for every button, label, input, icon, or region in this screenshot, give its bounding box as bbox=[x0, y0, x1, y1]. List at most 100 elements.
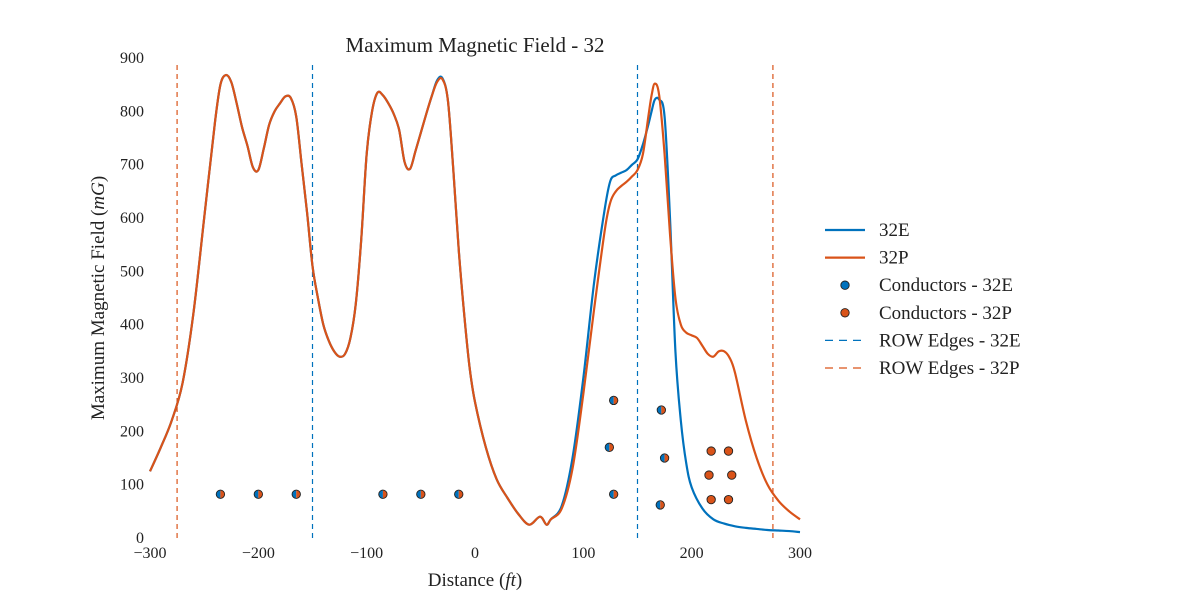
conductor-32e-half bbox=[292, 490, 297, 499]
conductor-outline bbox=[659, 453, 670, 463]
conductor-32p-half bbox=[420, 490, 426, 499]
y-tick-label: 200 bbox=[120, 423, 144, 440]
legend-dot-swatch bbox=[840, 280, 850, 290]
conductor-marker-shared bbox=[253, 489, 263, 499]
conductor-32e-half bbox=[605, 443, 610, 452]
x-axis-label: Distance (ft) bbox=[428, 570, 522, 591]
series-line-32p bbox=[148, 73, 801, 526]
conductor-32e-half bbox=[416, 490, 421, 499]
conductor-outline bbox=[291, 489, 301, 499]
y-axis-label-prefix: Maximum Magnetic Field bbox=[88, 216, 109, 420]
conductor-marker-shared bbox=[215, 489, 226, 499]
legend-label: Conductors - 32E bbox=[879, 275, 1013, 296]
series-lines-group bbox=[148, 73, 801, 534]
x-tick-label: −300 bbox=[133, 545, 166, 562]
conductor-outline bbox=[609, 489, 619, 499]
conductor-outline bbox=[378, 489, 388, 499]
conductor-marker-32p bbox=[704, 470, 714, 480]
conductor-marker-shared bbox=[609, 489, 619, 499]
legend-label: Conductors - 32P bbox=[879, 303, 1012, 324]
conductor-marker-shared bbox=[656, 405, 666, 415]
conductor-marker-32p bbox=[723, 494, 734, 505]
y-tick-label: 800 bbox=[120, 103, 144, 120]
conductor-marker-shared bbox=[378, 489, 388, 499]
x-tick-label: 300 bbox=[788, 545, 812, 562]
legend-label: 32E bbox=[879, 220, 910, 241]
x-tick-label: −200 bbox=[242, 545, 275, 562]
conductor-outline bbox=[215, 489, 226, 499]
conductor-32e-half bbox=[254, 490, 259, 499]
conductor-outline bbox=[655, 500, 665, 510]
legend-item: Conductors - 32P bbox=[840, 303, 1012, 324]
legend-item: 32E bbox=[825, 220, 910, 241]
legend-item: Conductors - 32E bbox=[840, 275, 1013, 296]
conductor-marker-shared bbox=[416, 489, 426, 499]
legend-item: ROW Edges - 32P bbox=[825, 358, 1020, 379]
x-axis-label-paren-close: ) bbox=[516, 570, 522, 591]
x-axis-label-paren-open: ( bbox=[499, 570, 505, 591]
conductors-group bbox=[215, 395, 737, 510]
y-axis-ticks: 0 100 200 300 400 500 600 700 800 900 bbox=[120, 50, 144, 547]
conductor-marker-32p bbox=[706, 494, 716, 505]
legend-label: 32P bbox=[879, 248, 909, 269]
conductor-32p-half bbox=[382, 490, 388, 499]
conductor-32p-half bbox=[220, 490, 225, 499]
conductor-32p-half bbox=[258, 490, 263, 499]
y-tick-label: 0 bbox=[136, 530, 144, 547]
row-edges-group bbox=[176, 65, 774, 538]
x-tick-label: 0 bbox=[471, 545, 479, 562]
y-tick-label: 300 bbox=[120, 370, 144, 387]
legend-dot-swatch bbox=[840, 308, 850, 318]
y-axis-label-paren-close: ) bbox=[88, 176, 109, 182]
conductor-marker-shared bbox=[454, 489, 464, 499]
conductor-32e-half bbox=[454, 490, 459, 499]
x-axis-label-prefix: Distance bbox=[428, 570, 499, 591]
conductor-32p-half bbox=[296, 490, 301, 499]
conductor-outline bbox=[416, 489, 426, 499]
conductor-marker-shared bbox=[604, 442, 614, 452]
y-axis-label-unit: mG bbox=[88, 182, 109, 210]
conductor-marker-shared bbox=[655, 500, 665, 510]
conductor-outline bbox=[656, 405, 666, 415]
conductor-32p-half bbox=[458, 490, 463, 499]
x-axis-label-unit: ft bbox=[505, 570, 516, 591]
y-tick-label: 600 bbox=[120, 210, 144, 227]
conductor-32p-half bbox=[613, 396, 618, 405]
legend-item: ROW Edges - 32E bbox=[825, 330, 1021, 351]
conductor-32p-half bbox=[609, 443, 614, 452]
conductor-outline bbox=[604, 442, 614, 452]
y-tick-label: 900 bbox=[120, 50, 144, 67]
y-tick-label: 400 bbox=[120, 317, 144, 334]
legend: 32E 32P Conductors - 32E Conductors - 32P RO… bbox=[825, 220, 1021, 379]
conductor-marker-32p bbox=[723, 446, 734, 456]
conductor-marker-shared bbox=[609, 395, 619, 406]
y-tick-label: 700 bbox=[120, 157, 144, 174]
x-tick-label: −100 bbox=[350, 545, 383, 562]
conductor-outline bbox=[454, 489, 464, 499]
conductor-32p-half bbox=[660, 500, 665, 510]
chart-title: Maximum Magnetic Field - 32 bbox=[346, 33, 605, 57]
conductor-32p-half bbox=[661, 405, 666, 415]
legend-label: ROW Edges - 32P bbox=[879, 358, 1020, 379]
conductor-32e-half bbox=[609, 396, 614, 405]
y-axis-label-paren-open: ( bbox=[88, 210, 109, 216]
x-axis-ticks: −300 −200 −100 0 100 200 300 bbox=[133, 545, 812, 562]
conductor-32p-half bbox=[613, 490, 618, 499]
conductor-32e-half bbox=[660, 453, 665, 463]
conductor-outline bbox=[253, 489, 263, 499]
conductor-32e-half bbox=[216, 490, 221, 499]
conductor-32e-half bbox=[656, 500, 661, 510]
x-tick-label: 200 bbox=[680, 545, 704, 562]
y-tick-label: 100 bbox=[120, 477, 144, 494]
legend-item: 32P bbox=[825, 248, 909, 269]
conductor-32e-half bbox=[657, 405, 662, 415]
conductor-marker-32p bbox=[727, 470, 737, 480]
x-tick-label: 100 bbox=[571, 545, 595, 562]
conductor-32p-half bbox=[664, 453, 669, 463]
conductor-32e-half bbox=[378, 490, 383, 499]
conductor-marker-shared bbox=[659, 453, 670, 463]
conductor-outline bbox=[609, 395, 619, 406]
legend-label: ROW Edges - 32E bbox=[879, 330, 1021, 351]
y-axis-label: Maximum Magnetic Field (mG) bbox=[88, 176, 109, 420]
